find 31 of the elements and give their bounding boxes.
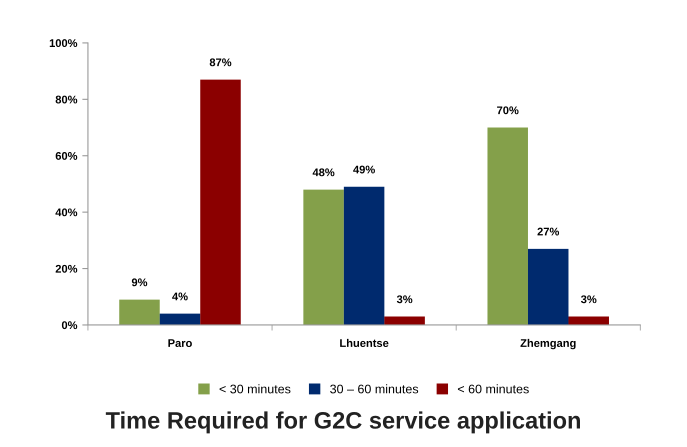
- y-tick-label: 60%: [56, 152, 78, 160]
- bar: [160, 314, 200, 325]
- y-tick-label: 0%: [62, 321, 78, 330]
- data-label: 9%: [132, 278, 148, 286]
- x-tick-label: Lhuentse: [340, 338, 388, 348]
- bar: [119, 300, 160, 325]
- data-label: 87%: [210, 58, 232, 66]
- bar: [568, 316, 609, 325]
- y-tick-label: 20%: [56, 264, 78, 273]
- data-label: 49%: [353, 166, 375, 174]
- legend-label: < 30 minutes: [220, 384, 290, 394]
- data-label: 27%: [537, 228, 560, 236]
- bar: [384, 316, 425, 325]
- y-tick-label: 80%: [56, 96, 78, 104]
- data-label: 3%: [580, 295, 596, 304]
- bar: [487, 128, 528, 325]
- data-label: 48%: [312, 168, 334, 176]
- x-tick-label: Paro: [168, 339, 192, 348]
- bar: [200, 80, 241, 325]
- data-label: 4%: [172, 292, 188, 300]
- bar: [344, 186, 384, 325]
- y-tick-label: 100%: [50, 39, 78, 48]
- bar: [303, 190, 344, 325]
- bar: [528, 248, 568, 325]
- data-label: 70%: [497, 106, 519, 114]
- data-label: 3%: [396, 295, 412, 304]
- legend-label: 30 – 60 minutes: [330, 384, 418, 394]
- y-tick-label: 40%: [55, 208, 78, 216]
- legend-label: < 60 minutes: [458, 384, 529, 394]
- x-tick-label: Zhemgang: [520, 338, 576, 350]
- text: Time Required for G2C service application: [106, 411, 580, 434]
